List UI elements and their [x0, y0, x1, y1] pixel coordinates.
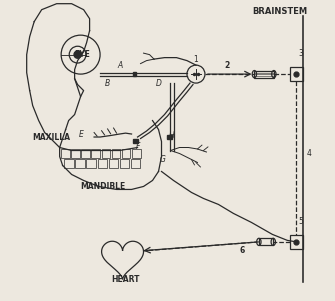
Bar [166, 135, 172, 138]
Bar [133, 73, 136, 76]
Text: 3: 3 [299, 49, 304, 58]
Bar [122, 149, 130, 158]
Text: F: F [136, 141, 140, 150]
Text: G: G [160, 155, 166, 164]
Text: D: D [155, 79, 161, 88]
Bar [120, 160, 129, 169]
Text: B: B [105, 79, 110, 88]
Text: MAXILLA: MAXILLA [33, 132, 71, 141]
Bar [86, 160, 96, 169]
Bar [112, 149, 120, 158]
Text: HEART: HEART [111, 275, 140, 284]
Text: 2: 2 [225, 61, 230, 70]
Bar [132, 149, 140, 158]
Text: 5: 5 [299, 217, 304, 226]
Text: BRAINSTEM: BRAINSTEM [252, 7, 308, 16]
Bar [131, 160, 140, 169]
Bar [97, 160, 107, 169]
Text: 6: 6 [240, 247, 245, 255]
Bar [254, 70, 274, 78]
Text: MANDIBLE: MANDIBLE [80, 182, 126, 191]
Bar [290, 235, 303, 249]
Text: EYE: EYE [74, 50, 90, 59]
Bar [64, 160, 74, 169]
Bar [71, 149, 80, 158]
Circle shape [74, 51, 81, 58]
Bar [133, 139, 138, 143]
Bar [259, 238, 273, 246]
Bar [75, 160, 85, 169]
Bar [290, 67, 303, 81]
Text: 1: 1 [194, 54, 198, 64]
Text: H: H [169, 131, 175, 140]
Bar [61, 149, 70, 158]
Bar [81, 149, 90, 158]
Bar [102, 149, 110, 158]
Bar [109, 160, 118, 169]
Bar [91, 149, 100, 158]
Text: A: A [117, 61, 122, 70]
Text: 4: 4 [307, 149, 312, 158]
Text: E: E [79, 129, 84, 138]
